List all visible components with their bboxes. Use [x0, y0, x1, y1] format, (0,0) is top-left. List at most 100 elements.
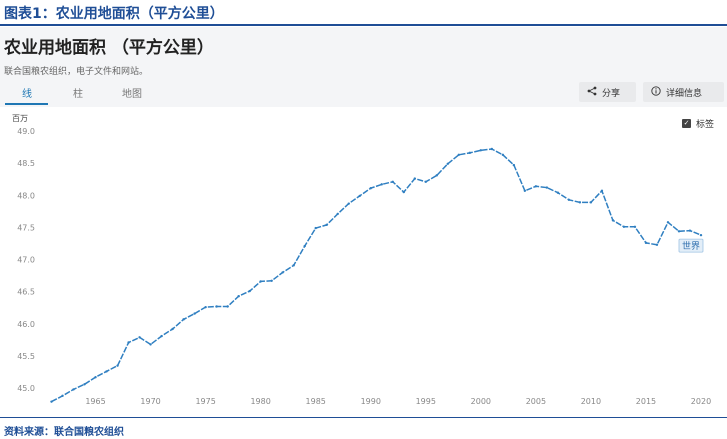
data-point [699, 233, 703, 237]
data-point [303, 244, 306, 248]
data-point [479, 149, 483, 152]
data-point [622, 225, 626, 228]
y-tick-label: 45.0 [17, 384, 35, 393]
data-point [358, 194, 361, 198]
data-point [292, 264, 295, 267]
y-tick-label: 45.5 [17, 352, 35, 361]
data-point [688, 229, 692, 232]
data-point [490, 147, 494, 151]
x-tick-label: 1995 [416, 397, 436, 406]
data-point [534, 185, 538, 188]
data-point [149, 343, 152, 346]
data-point [204, 305, 207, 309]
labels-toggle[interactable]: ✓ 标签 [682, 117, 714, 130]
data-point [633, 225, 637, 228]
y-tick-label: 48.5 [17, 159, 35, 168]
data-point [468, 151, 472, 155]
info-icon [651, 85, 661, 99]
x-tick-label: 2020 [691, 397, 711, 406]
y-tick-label: 46.0 [17, 320, 35, 329]
chart-area: 百万 49.0 48.5 48.0 47.5 47.0 46.5 46.0 45.5 45.0 19… [0, 107, 727, 415]
data-point [380, 183, 383, 186]
data-point [600, 189, 604, 192]
footer-divider [0, 417, 727, 418]
line-chart: 百万 49.0 48.5 48.0 47.5 47.0 46.5 46.0 45.5 45.0 19… [12, 114, 711, 406]
details-button[interactable]: 详细信息 [643, 82, 724, 102]
data-point [435, 174, 438, 177]
data-point [215, 305, 218, 308]
x-tick-label: 2000 [471, 397, 491, 406]
chart-tabs: 线 柱 地图 [0, 81, 727, 107]
x-tick-label: 1980 [250, 397, 270, 406]
y-tick-label: 47.5 [17, 223, 35, 232]
tab-bar[interactable]: 柱 [73, 89, 83, 100]
data-point [281, 271, 284, 274]
data-point [116, 364, 119, 367]
x-tick-label: 2010 [581, 397, 601, 406]
figure-title: 图表1：农业用地面积（平方公里） [4, 6, 224, 22]
data-point [589, 201, 593, 204]
data-point [347, 202, 350, 205]
data-point [61, 394, 64, 398]
source-footer: 资料来源：联合国粮农组织 [4, 427, 124, 438]
page-title: 农业用地面积 （平方公里） [4, 38, 214, 58]
data-point [556, 191, 560, 194]
data-point [94, 376, 97, 379]
x-tick-label: 2005 [526, 397, 546, 406]
y-tick-label: 48.0 [17, 191, 35, 200]
data-point [501, 153, 505, 156]
data-point [512, 163, 516, 167]
y-tick-label: 46.5 [17, 288, 35, 297]
y-tick-label: 47.0 [17, 256, 35, 265]
data-point [567, 198, 571, 201]
data-point [270, 279, 273, 282]
series-label-box [678, 238, 704, 253]
chart-panel: 农业用地面积 （平方公里） 联合国粮农组织，电子文件和网站。 线 柱 地图 分享… [0, 27, 727, 415]
source-note: 联合国粮农组织，电子文件和网站。 [4, 67, 149, 77]
data-point [402, 190, 405, 194]
data-point [325, 223, 328, 227]
active-tab-indicator [5, 103, 48, 105]
data-point [611, 219, 615, 222]
data-point [677, 230, 681, 233]
data-point [578, 201, 582, 204]
data-point [666, 221, 670, 224]
data-point [644, 241, 648, 245]
title-divider [0, 24, 727, 26]
series-line-world [51, 148, 702, 403]
x-tick-label: 2015 [636, 397, 656, 406]
labels-toggle-label: 标签 [696, 120, 715, 130]
data-point [523, 189, 527, 192]
share-icon [587, 86, 597, 99]
data-point [248, 289, 251, 293]
data-point [314, 226, 317, 230]
data-point [171, 327, 174, 331]
data-point [391, 180, 394, 183]
share-label: 分享 [602, 88, 621, 99]
share-button[interactable]: 分享 [579, 82, 636, 102]
data-point [72, 388, 75, 391]
x-tick-label: 1970 [140, 397, 160, 406]
data-point [193, 312, 196, 315]
series-label-world: 世界 [682, 240, 700, 252]
data-point [259, 280, 262, 283]
data-point [138, 336, 141, 339]
x-tick-label: 1965 [85, 397, 105, 406]
tab-line[interactable]: 线 [22, 89, 32, 100]
data-point [424, 180, 427, 183]
data-point [105, 370, 108, 373]
data-point [457, 153, 461, 156]
data-point [237, 295, 240, 298]
tab-map[interactable]: 地图 [122, 89, 142, 100]
data-point [336, 212, 339, 216]
data-point [413, 177, 416, 180]
details-label: 详细信息 [666, 88, 703, 99]
x-tick-label: 1985 [306, 397, 326, 406]
data-point [369, 187, 372, 190]
x-tick-label: 1975 [195, 397, 215, 406]
data-point [545, 186, 549, 189]
y-tick-label: 49.0 [17, 127, 35, 136]
data-point [182, 318, 185, 321]
data-point [127, 341, 130, 344]
data-point [655, 243, 659, 246]
